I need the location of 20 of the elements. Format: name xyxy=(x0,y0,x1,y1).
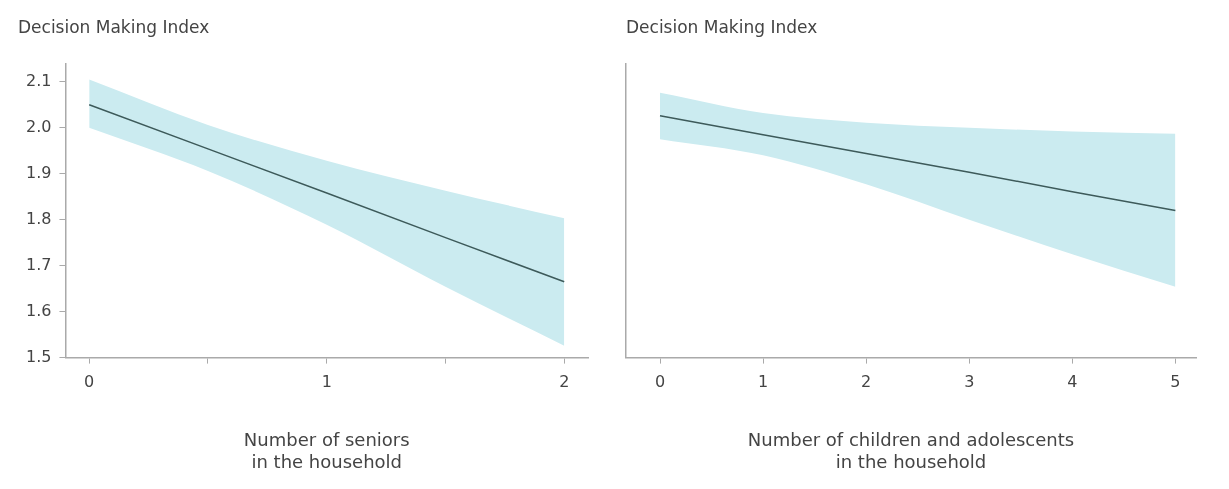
y-tick-label: 1.6 xyxy=(25,300,52,320)
y-tick-label: 1.9 xyxy=(25,162,52,182)
y-tick-label: 1.8 xyxy=(25,208,52,228)
y-axis-title: Decision Making Index xyxy=(18,16,210,37)
x-axis-title: Number of seniors in the household xyxy=(243,429,410,472)
x-tick-label: 0 xyxy=(654,372,666,392)
x-tick-label: 2 xyxy=(861,372,872,392)
x-tick-label: 1 xyxy=(757,372,769,392)
x-tick-label: 5 xyxy=(1170,372,1181,392)
y-tick-label: 2.0 xyxy=(25,116,52,136)
y-tick-label: 1.5 xyxy=(25,346,52,366)
x-tick-label: 4 xyxy=(1067,372,1078,392)
y-axis-title: Decision Making Index xyxy=(626,16,818,37)
x-tick-label: 0 xyxy=(84,372,95,392)
x-axis-title: Number of children and adolescents in the household xyxy=(747,429,1075,472)
x-tick-label: 2 xyxy=(559,372,570,392)
y-tick-label: 1.7 xyxy=(25,254,52,274)
y-tick-label: 2.1 xyxy=(25,70,52,90)
x-tick-label: 3 xyxy=(964,372,975,392)
x-tick-label: 1 xyxy=(321,372,332,392)
